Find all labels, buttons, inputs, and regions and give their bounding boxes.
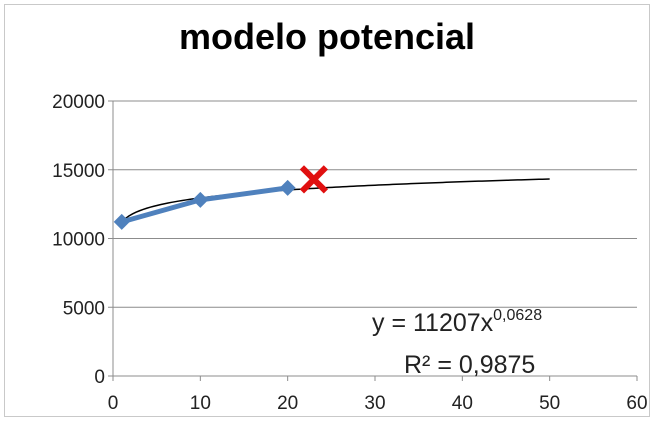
series-line [121,185,289,225]
data-point [279,179,296,196]
x-tick-label: 60 [626,393,647,414]
equation-exponent: 0,0628 [493,307,542,324]
data-point [113,213,130,230]
highlight-stroke-b [299,165,328,194]
data-point [192,191,209,208]
chart-marks [113,165,550,230]
r-squared-label: R² = 0,9875 [404,351,535,379]
y-tick-label: 0 [94,367,105,388]
y-tick-label: 10000 [52,230,105,251]
x-axis-ticks: 0 10 20 30 40 50 60 [108,393,648,414]
chart-frame [4,4,650,417]
y-tick-label: 20000 [52,92,105,113]
y-axis-ticks: 0 5000 10000 15000 20000 [52,92,105,388]
power-trendline [121,178,550,223]
y-tick-label: 5000 [63,298,105,319]
x-tick-label: 0 [108,393,119,414]
trendline-equation: y = 11207x0,0628 [372,307,542,337]
chart-title: modelo potencial [178,16,476,57]
x-tick-label: 50 [539,393,560,414]
y-tick-label: 15000 [52,161,105,182]
x-tick-label: 40 [452,393,473,414]
equation-main: y = 11207x [372,309,494,337]
highlight-point [299,165,328,194]
x-tick-label: 20 [277,393,298,414]
x-tick-label: 30 [364,393,385,414]
x-tick-label: 10 [190,393,211,414]
grid-lines [108,100,638,381]
